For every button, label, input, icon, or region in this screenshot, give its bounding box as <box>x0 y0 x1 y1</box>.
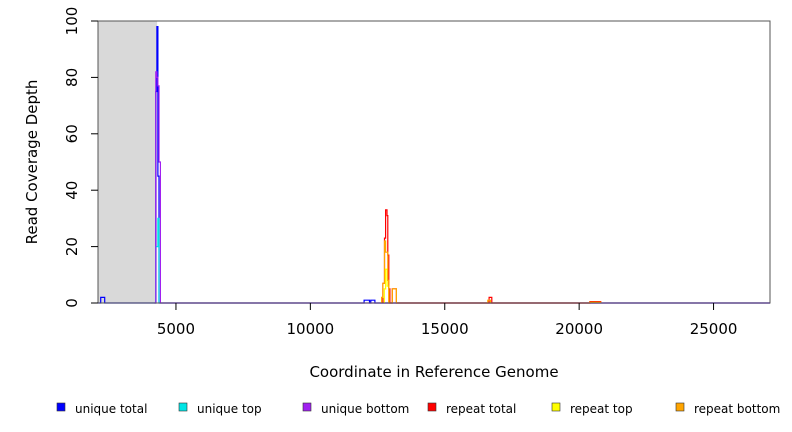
legend: unique total unique top unique bottom repea… <box>56 402 780 416</box>
legend-swatch-unique-bottom <box>302 402 312 412</box>
x-axis: 5000 10000 15000 20000 25000 <box>157 303 738 338</box>
legend-swatch-unique-top <box>178 402 188 412</box>
y-axis: 0 20 40 60 80 100 <box>63 7 98 308</box>
plot-frame <box>97 20 771 304</box>
legend-swatch-repeat-top <box>551 402 561 412</box>
x-tick-label: 15000 <box>421 320 469 338</box>
legend-label-repeat-total: repeat total <box>446 402 516 416</box>
y-tick-label: 0 <box>63 298 81 308</box>
legend-swatch-repeat-bottom <box>675 402 685 412</box>
series-line-unique-total <box>98 26 770 304</box>
series-line-unique-bottom <box>154 71 770 304</box>
legend-swatch-unique-total <box>56 402 66 412</box>
plot-area <box>97 20 771 304</box>
legend-label-unique-top: unique top <box>197 402 262 416</box>
legend-label-unique-bottom: unique bottom <box>321 402 409 416</box>
y-tick-label: 80 <box>63 68 81 87</box>
x-tick-label: 10000 <box>286 320 334 338</box>
y-tick-label: 60 <box>63 124 81 143</box>
series-line-repeat-bottom <box>381 240 602 304</box>
legend-label-repeat-bottom: repeat bottom <box>694 402 780 416</box>
y-tick-label: 100 <box>63 7 81 36</box>
x-tick-label: 20000 <box>555 320 603 338</box>
legend-label-unique-total: unique total <box>75 402 147 416</box>
x-tick-label: 5000 <box>157 320 195 338</box>
shaded-region <box>98 21 158 303</box>
y-tick-label: 40 <box>63 181 81 200</box>
legend-label-repeat-top: repeat top <box>570 402 633 416</box>
series-line-repeat-total <box>382 209 602 304</box>
legend-swatch-repeat-total <box>427 402 437 412</box>
y-tick-label: 20 <box>63 237 81 256</box>
x-tick-label: 25000 <box>690 320 738 338</box>
x-axis-label: Coordinate in Reference Genome <box>309 363 558 381</box>
y-axis-label: Read Coverage Depth <box>23 80 41 245</box>
